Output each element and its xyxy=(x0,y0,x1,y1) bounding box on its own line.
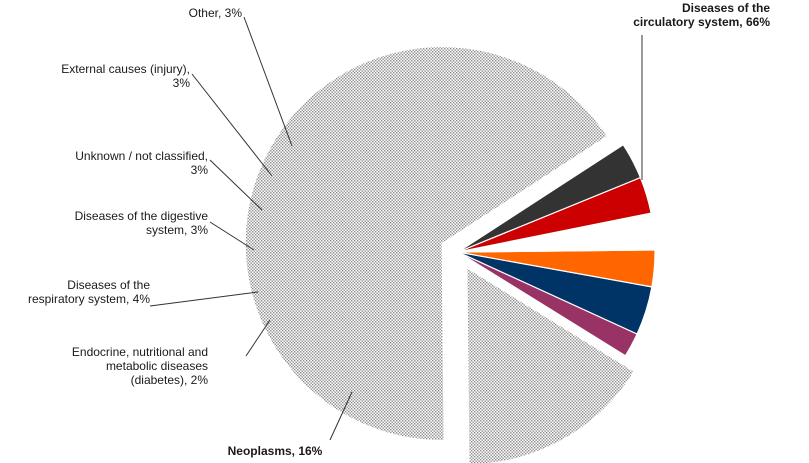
slice-label-neoplasms-16: Neoplasms, 16% xyxy=(228,444,323,458)
leader-line-neoplasms-16 xyxy=(329,391,353,441)
slice-label-other-3: Other, 3% xyxy=(189,6,243,20)
slice-label-external-causes-injury: External causes (injury), 3% xyxy=(61,62,190,90)
slice-label-diseases-of-the: Diseases of the respiratory system, 4% xyxy=(28,278,150,306)
pie-slices xyxy=(244,45,656,463)
pie-slice-diseases-of-the xyxy=(244,45,609,442)
leader-line-diseases-of-the xyxy=(149,291,259,307)
leader-line-diseases-of-the-digestive xyxy=(209,221,255,251)
leader-line-other-3 xyxy=(243,16,293,147)
leader-line-endocrine-nutritional-and xyxy=(245,319,271,357)
pie-slice-neoplasms-16 xyxy=(466,266,636,463)
pie-slice-other-3 xyxy=(457,143,642,253)
slice-labels: Diseases of the circulatory system, 66% Ne… xyxy=(28,1,770,458)
leader-line-unknown-not-classified xyxy=(209,159,263,211)
slice-label-diseases-of-the: Diseases of the circulatory system, 66% xyxy=(633,1,770,29)
leader-line-external-causes-injury xyxy=(191,73,273,177)
slice-label-diseases-of-the-digestive: Diseases of the digestive system, 3% xyxy=(75,209,209,237)
leader-lines xyxy=(149,16,643,441)
slice-label-endocrine-nutritional-and: Endocrine, nutritional and metabolic dise… xyxy=(72,345,208,387)
slice-label-unknown-not-classified: Unknown / not classified, 3% xyxy=(75,149,208,177)
